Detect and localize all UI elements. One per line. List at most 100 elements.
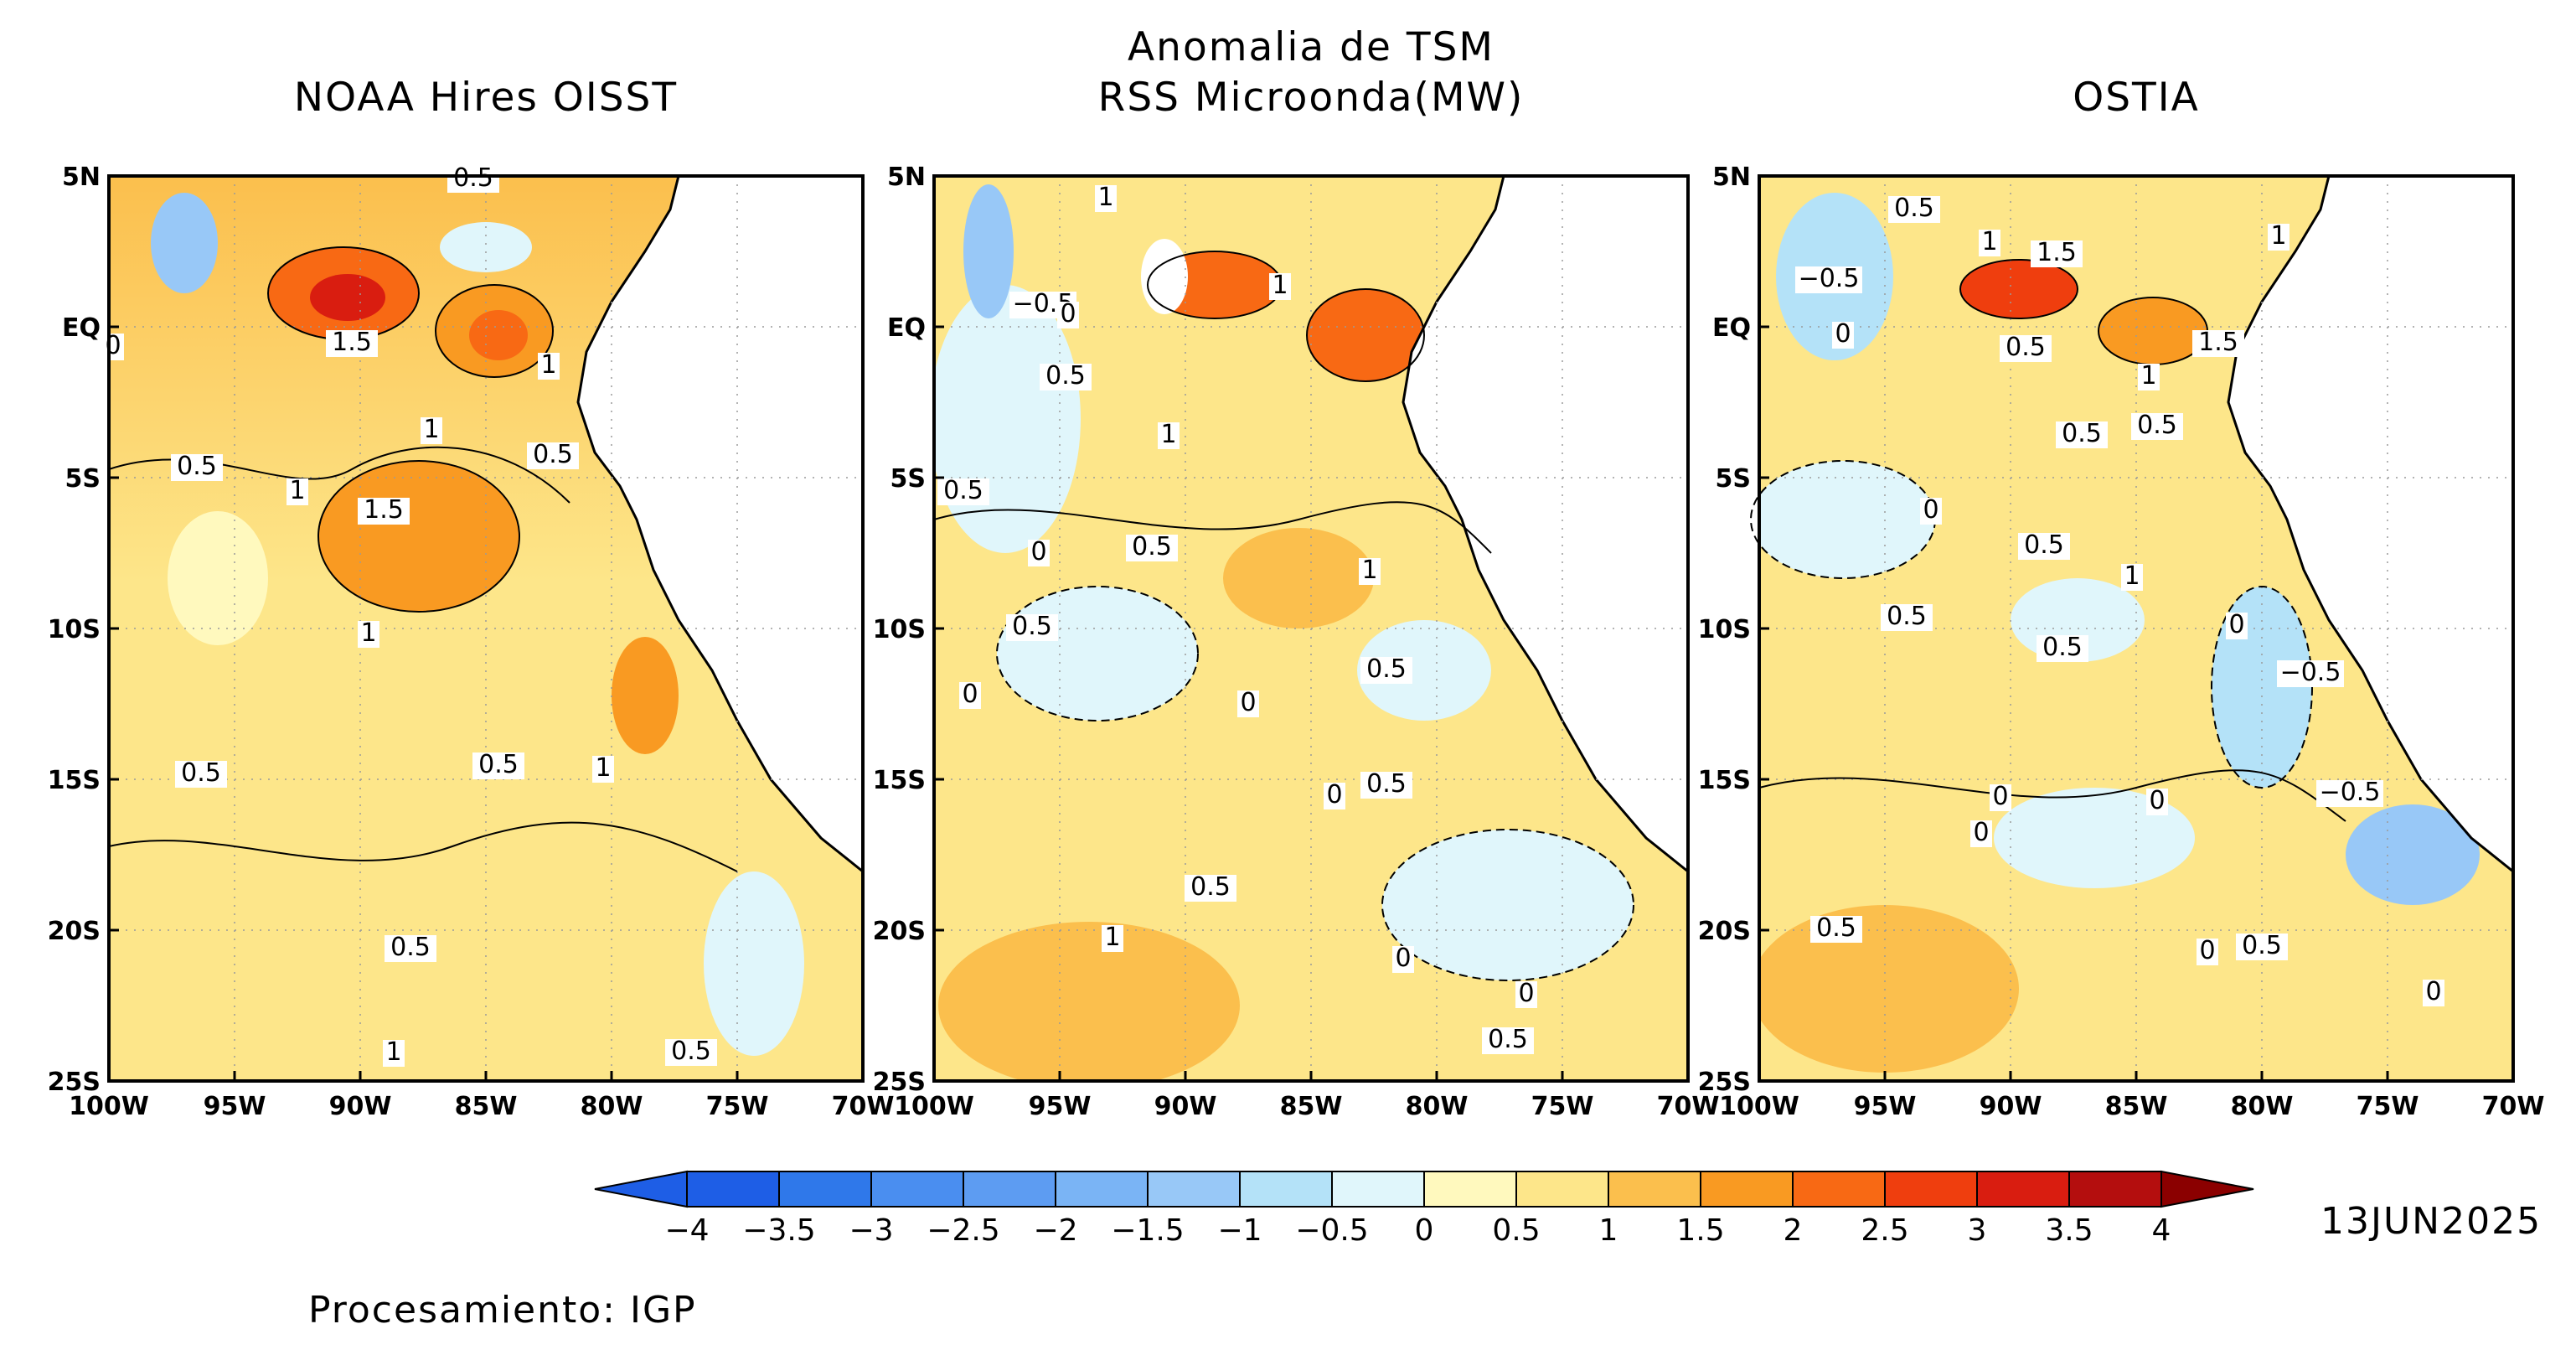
colorbar-tick-label: −3.5 [742,1213,815,1248]
colorbar-segment [1515,1171,1609,1208]
contour-label-bg [1095,185,1117,212]
contour-label-bg [2277,660,2344,687]
colorbar-tick-label: −2 [1033,1213,1077,1248]
x-tick-label: 95W [204,1092,266,1121]
contour-label-bg [421,417,442,444]
y-tick-label: 15S [1698,766,1751,795]
x-tick-label: 100W [1719,1092,1799,1121]
contour-label: 0 [1240,688,1256,717]
contour-label: 1 [1361,556,1377,585]
coastline-panel-3 [2227,174,2515,875]
x-tick-label: 95W [1029,1092,1092,1121]
contour-label-bg [2423,980,2444,1006]
contour-label-bg [2197,939,2218,965]
contour-label-bg [2000,335,2052,362]
contour-label-bg [1515,981,1537,1008]
contour-label-bg [447,166,499,193]
contour-label: 0 [1923,495,1938,525]
colorbar-segment [1792,1171,1886,1208]
x-tick-label: 90W [329,1092,392,1121]
colorbar-tick-label: −0.5 [1295,1213,1368,1248]
contour-label-bg [2316,780,2383,807]
contour-label: 0.5 [1012,612,1052,641]
contour-label-bg [2268,224,2289,251]
y-tick-label: 20S [1698,917,1751,946]
contour-label-bg [1979,230,2000,256]
colorbar-tick-label: −4 [664,1213,709,1248]
colorbar-tick-label: 1 [1599,1213,1618,1248]
x-tick-label: 80W [2231,1092,2294,1121]
contour-label: 1 [2270,221,2286,251]
x-tick-label: 75W [1531,1092,1594,1121]
contour-label: −0.5 [2280,658,2341,687]
x-tick-label: 90W [1980,1092,2042,1121]
colorbar-segment [1147,1171,1241,1208]
x-tick-label: 75W [2357,1092,2419,1121]
coastline-panel-2 [1402,174,1690,875]
coastline-panel-1 [576,174,865,875]
contour-label: 0.5 [1887,602,1927,631]
colorbar-segment [1239,1171,1333,1208]
y-tick-label: 5S [65,464,101,494]
contour-label: 1 [595,753,611,783]
contour-label-bg [1102,925,1123,952]
y-tick-label: 10S [48,615,101,644]
contour-label: 0.5 [1366,769,1407,799]
contour-label: 1.5 [364,495,404,525]
panel-3-title: OSTIA [2073,75,2200,121]
contour-label: 0 [2425,977,2441,1006]
contour-label-bg [1040,364,1092,390]
y-tick-label: 10S [873,615,926,644]
contour-label-bg [1810,916,1862,943]
main-title-line2: RSS Microonda(MW) [1098,75,1525,121]
contour-label-bg [665,1039,717,1066]
contour-label-bg [2056,421,2108,448]
contour-label-bg [538,353,560,380]
colorbar-tick-label: 3.5 [2045,1213,2093,1248]
contour-label-bg [1795,266,1862,293]
contour-label-bg [287,478,308,505]
contour-label: 0.5 [181,758,221,788]
contour-label-bg [1360,657,1412,684]
contour-label-bg [2138,364,2160,390]
contour-label-bg [1028,540,1050,566]
y-tick-label: 5N [1712,163,1751,192]
x-tick-label: 85W [1280,1092,1343,1121]
contour-label: 1 [2140,361,2156,390]
contour-label-bg [1158,422,1180,449]
contour-label: 0.5 [1366,654,1407,684]
contour-label-bg [2226,613,2248,639]
contour-label: 1 [540,350,556,380]
x-tick-label: 95W [1854,1092,1917,1121]
colorbar-segment [1331,1171,1425,1208]
contour-label: 1 [360,618,376,648]
contour-label: 1 [2124,561,2140,591]
x-tick-label: 100W [69,1092,149,1121]
y-tick-label: 20S [48,917,101,946]
date-label: 13JUN2025 [2320,1200,2542,1243]
colorbar-segment [778,1171,872,1208]
colorbar-segment [1055,1171,1149,1208]
colorbar-tick-label: 2 [1784,1213,1803,1248]
contour-label-bg [175,761,227,788]
contour-label-bg [2121,564,2143,591]
y-tick-label: 5S [1716,464,1751,494]
contour-label-bg [1888,196,1940,223]
contour-label-bg [527,442,579,469]
x-tick-label: 70W [1657,1092,1720,1121]
contour-label: 0 [1973,818,1989,847]
y-tick-label: 10S [1698,615,1751,644]
contour-label: 0.5 [1045,361,1086,390]
y-tick-label: 5S [891,464,926,494]
contour-label: 0.5 [1894,194,1934,223]
contour-label: 1 [1272,271,1288,300]
contour-label: 0 [2149,786,2165,815]
contour-label: 0 [1030,537,1046,566]
contour-label: 0.5 [2062,419,2102,448]
contour-label-bg [2192,330,2244,357]
contour-label-bg [2037,635,2088,662]
contour-label: 0.5 [943,476,983,505]
x-tick-label: 70W [2482,1092,2545,1121]
x-tick-label: 85W [2105,1092,2168,1121]
